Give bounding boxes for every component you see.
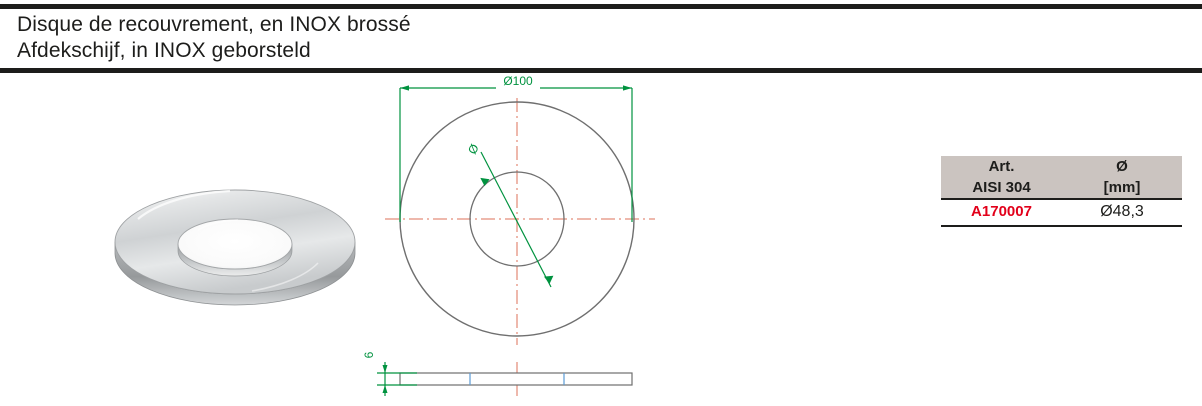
article-table-body: A170007 Ø48,3 (941, 198, 1182, 227)
thickness-dimension (377, 362, 417, 396)
header-top-rule (0, 4, 1202, 9)
centerlines (385, 98, 655, 345)
bore-edge-markers (469, 373, 565, 385)
product-title-fr: Disque de recouvrement, en INOX brossé (17, 13, 411, 36)
column-header-article-line2: AISI 304 (972, 179, 1031, 196)
column-header-article-line1: Art. (988, 158, 1015, 175)
inner-diameter-label: Ø (465, 142, 482, 157)
column-header-diameter-line2: [mm] (1103, 179, 1141, 196)
outer-diameter-label: Ø100 (503, 74, 533, 88)
page-title: Disque de recouvrement, en INOX brossé A… (17, 12, 917, 64)
outer-diameter-dimension (399, 85, 633, 222)
product-photo (112, 183, 358, 307)
inner-diameter-dimension (480, 151, 554, 288)
table-row[interactable]: A170007 Ø48,3 (941, 198, 1182, 227)
inner-bore-circle (469, 171, 565, 267)
disc-bore-opening (177, 218, 293, 270)
article-table-header: Art. AISI 304 Ø [mm] (941, 156, 1182, 199)
article-diameter: Ø48,3 (1062, 198, 1182, 227)
header-bottom-rule (0, 68, 1202, 73)
cad-top-view: Ø100 Ø (355, 74, 675, 354)
table-header-row: Art. AISI 304 Ø [mm] (941, 156, 1182, 199)
column-header-article: Art. AISI 304 (941, 156, 1062, 199)
thickness-label: 6 (362, 351, 376, 358)
column-header-diameter-line1: Ø (1116, 158, 1128, 175)
column-header-diameter: Ø [mm] (1062, 156, 1182, 199)
product-title-nl: Afdekschijf, in INOX geborsteld (17, 39, 311, 62)
article-number[interactable]: A170007 (941, 198, 1062, 227)
cad-side-view: 6 (355, 340, 675, 402)
plate-section (399, 372, 633, 386)
article-table: Art. AISI 304 Ø [mm] A170007 Ø48,3 (941, 156, 1182, 227)
